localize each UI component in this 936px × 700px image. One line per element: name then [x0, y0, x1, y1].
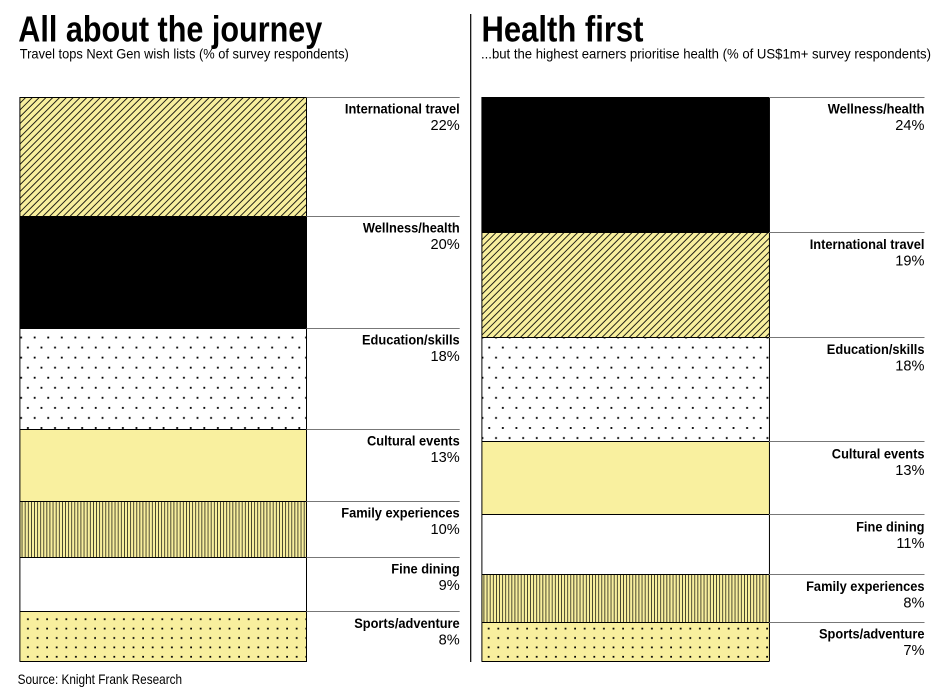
svg-text:All about the journey: All about the journey — [18, 8, 322, 49]
svg-text:22%: 22% — [430, 118, 459, 134]
svg-text:10%: 10% — [430, 522, 459, 538]
svg-text:18%: 18% — [430, 349, 459, 365]
svg-text:Education/skills: Education/skills — [362, 333, 460, 348]
svg-text:24%: 24% — [895, 118, 924, 134]
svg-text:18%: 18% — [895, 359, 924, 375]
svg-text:Cultural events: Cultural events — [832, 446, 925, 461]
svg-text:Sports/adventure: Sports/adventure — [354, 616, 460, 631]
svg-text:Wellness/health: Wellness/health — [363, 221, 460, 236]
svg-text:Wellness/health: Wellness/health — [828, 102, 925, 117]
svg-text:International travel: International travel — [810, 237, 925, 252]
svg-text:9%: 9% — [439, 578, 460, 594]
svg-text:Fine dining: Fine dining — [856, 520, 924, 535]
svg-text:International travel: International travel — [345, 102, 460, 117]
svg-text:19%: 19% — [895, 254, 924, 270]
svg-text:Family experiences: Family experiences — [341, 506, 459, 521]
svg-text:Travel tops Next Gen wish list: Travel tops Next Gen wish lists (% of su… — [20, 45, 349, 61]
svg-text:Education/skills: Education/skills — [827, 342, 925, 357]
svg-text:8%: 8% — [439, 633, 460, 649]
svg-text:Source: Knight Frank Research: Source: Knight Frank Research — [18, 672, 183, 687]
svg-text:Fine dining: Fine dining — [391, 562, 459, 577]
svg-text:Family experiences: Family experiences — [806, 579, 924, 594]
svg-text:Sports/adventure: Sports/adventure — [819, 627, 925, 642]
svg-text:8%: 8% — [903, 596, 924, 612]
svg-text:7%: 7% — [903, 643, 924, 659]
svg-text:Health first: Health first — [482, 8, 644, 49]
svg-text:...but the highest earners pri: ...but the highest earners prioritise he… — [481, 45, 931, 61]
svg-text:13%: 13% — [430, 450, 459, 466]
svg-text:20%: 20% — [430, 237, 459, 253]
svg-text:Cultural events: Cultural events — [367, 434, 460, 449]
svg-text:11%: 11% — [896, 536, 924, 552]
svg-text:13%: 13% — [895, 463, 924, 479]
